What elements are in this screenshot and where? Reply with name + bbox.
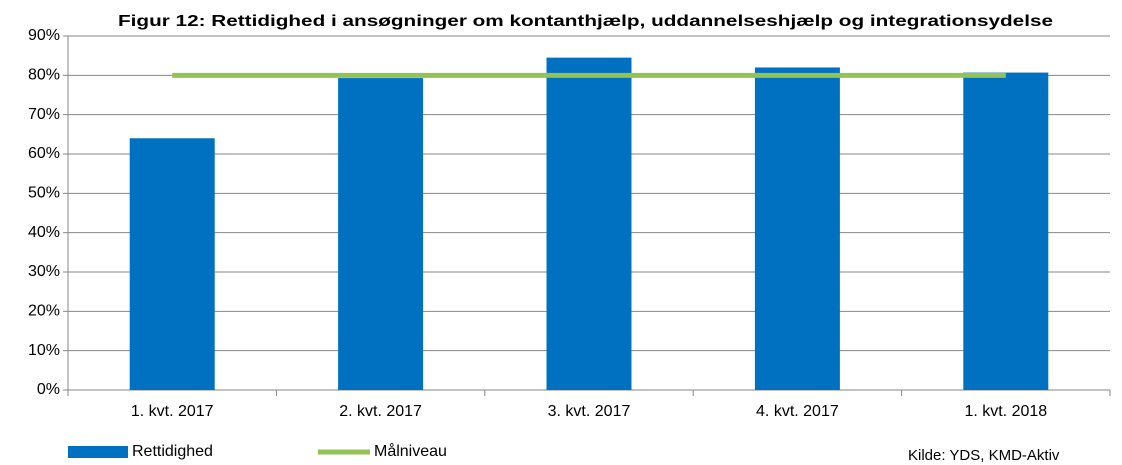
source-note: Kilde: YDS, KMD-Aktiv — [908, 447, 1060, 464]
y-tick-label: 40% — [28, 224, 60, 241]
x-tick-label: 1. kvt. 2018 — [964, 403, 1047, 420]
chart-title: Figur 12: Rettidighed i ansøgninger om k… — [118, 13, 1053, 30]
bar — [338, 78, 424, 390]
legend-label: Målniveau — [374, 442, 447, 460]
x-tick-label: 4. kvt. 2017 — [756, 403, 839, 420]
bar — [963, 72, 1049, 390]
bar — [129, 138, 215, 390]
legend-label: Rettidighed — [132, 443, 213, 460]
y-tick-label: 0% — [37, 381, 60, 398]
y-tick-label: 70% — [28, 106, 60, 123]
bar — [754, 67, 840, 390]
y-tick-label: 60% — [28, 145, 60, 162]
x-tick-label: 3. kvt. 2017 — [548, 403, 631, 420]
legend-swatch — [68, 446, 128, 458]
y-tick-label: 90% — [28, 27, 60, 44]
y-tick-label: 50% — [28, 185, 60, 202]
bar — [546, 57, 632, 391]
x-tick-label: 2. kvt. 2017 — [339, 403, 422, 420]
y-tick-label: 10% — [28, 342, 60, 359]
y-tick-label: 20% — [28, 303, 60, 320]
x-tick-label: 1. kvt. 2017 — [131, 403, 214, 420]
y-tick-label: 30% — [28, 263, 60, 280]
y-tick-label: 80% — [28, 67, 60, 84]
